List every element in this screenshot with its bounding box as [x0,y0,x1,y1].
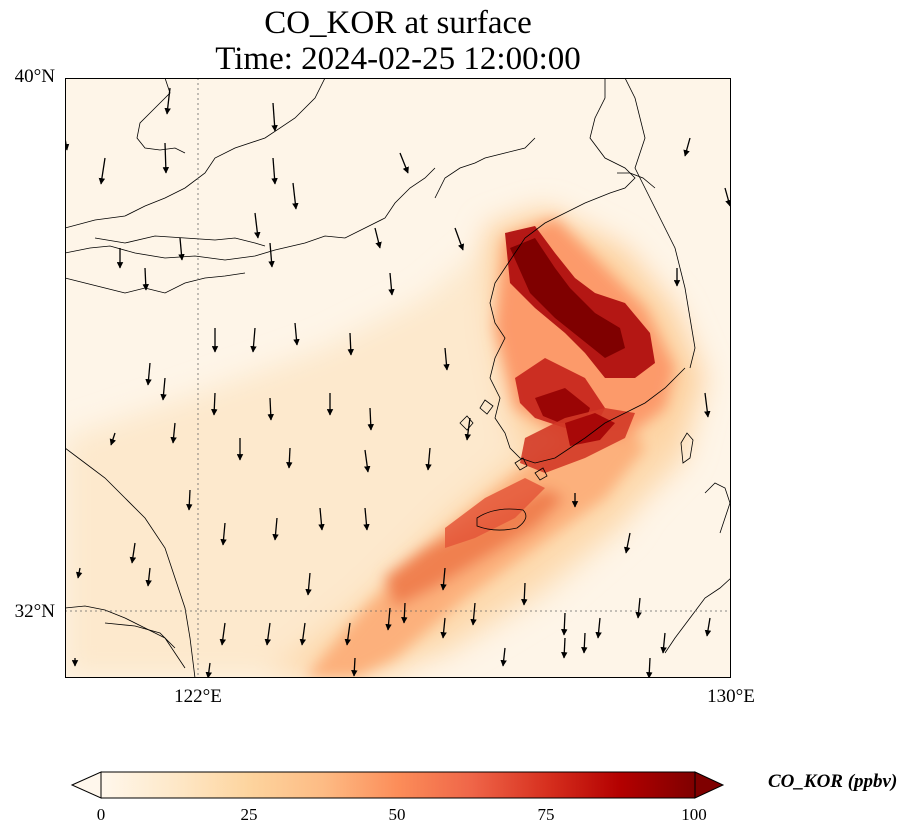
wind-vector-arrow [683,137,691,157]
wind-vector-arrow [363,449,371,473]
wind-vector-arrow [220,522,227,546]
wind-vector-arrow [178,237,185,261]
colorbar [70,770,725,800]
wind-vector-arrow [635,597,642,619]
wind-vector-arrow [142,267,149,291]
wind-vector-arrow [109,432,116,446]
wind-vector-arrow [724,187,731,207]
wind-vector-arrow [318,507,325,531]
wind-vector-arrow [299,622,307,646]
wind-vector-arrow [267,397,274,421]
wind-vector-arrow [264,622,272,646]
wind-vector-arrow [98,157,106,185]
map-title-line1: CO_KOR at surface [264,5,532,41]
wind-vector-arrow [129,542,137,564]
colorbar-extend-max [694,771,725,799]
wind-vector-arrow [347,332,354,356]
wind-vector-arrow [272,517,279,541]
colorbar-extend-min [70,771,102,799]
map-border [65,78,731,678]
wind-vector-arrow [399,152,409,174]
colorbar-tick-75: 75 [537,805,555,824]
wind-vector-arrow [145,362,152,386]
wind-vector-arrow [425,447,432,471]
wind-vector-arrow [464,417,472,441]
wind-vector-arrow [581,632,588,654]
wind-vector-arrow [440,617,447,639]
wind-vector-arrow [293,322,300,346]
wind-vector-arrow [646,657,653,678]
wind-vector-arrow [344,622,352,646]
wind-vector-arrow [145,567,152,587]
wind-vector-arrow [162,142,170,174]
wind-vector-arrow [595,617,602,639]
wind-vector-arrow [160,377,167,401]
lon-label-130e: 130°E [707,686,755,707]
wind-vector-arrow [211,392,218,416]
wind-vector-arrow [186,489,193,511]
wind-vector-arrow [561,612,568,636]
wind-vector-arrow [704,392,711,418]
wind-vector-arrow [250,327,257,353]
wind-vector-arrow [219,622,227,646]
wind-vector-arrow [271,157,278,185]
wind-vector-arrow [385,607,392,631]
wind-vector-arrow [401,602,408,624]
map-plot-area [65,78,731,678]
lon-label-122e: 122°E [174,686,222,707]
map-title-line2: Time: 2024-02-25 12:00:00 [215,41,581,77]
colorbar-tick-25: 25 [240,805,258,824]
wind-vector-arrow [164,87,171,115]
wind-vector-arrow [623,532,631,554]
wind-vector-arrow [521,582,528,606]
colorbar-tick-100: 100 [681,805,707,824]
wind-vector-arrow [254,212,261,239]
wind-vector-arrow [704,617,712,637]
wind-vector-arrow [443,347,450,371]
wind-vector-arrow [363,507,370,531]
colorbar-label: CO_KOR (ppbv) [768,771,898,792]
wind-vector-arrow [367,407,374,431]
concentration-field [65,208,705,678]
colorbar-gradient [101,772,695,798]
wind-vector-arrow [271,102,278,132]
lat-label-32n: 32°N [14,601,55,622]
wind-vector-arrow [286,447,293,469]
wind-vector-arrow [170,422,177,444]
colorbar-tick-50: 50 [388,805,406,824]
wind-vector-arrow [205,662,212,678]
wind-vector-arrow [351,657,358,677]
wind-vector-arrow [388,272,395,296]
colorbar-tick-0: 0 [96,805,106,824]
wind-vector-arrow [75,567,83,579]
wind-vector-arrow [500,647,507,667]
wind-vector-arrow [305,572,312,596]
wind-vectors [65,87,731,678]
wind-vector-arrow [660,632,667,654]
wind-vector-arrow [292,182,299,210]
wind-vector-arrow [440,567,447,591]
wind-vector-arrow [561,637,568,659]
wind-vector-arrow [268,242,275,268]
lat-label-40n: 40°N [14,66,55,87]
wind-vector-arrow [470,602,477,626]
wind-vector-arrow [454,227,465,251]
gridlines [65,78,731,678]
coastlines [65,78,731,678]
wind-vector-arrow [374,227,382,249]
